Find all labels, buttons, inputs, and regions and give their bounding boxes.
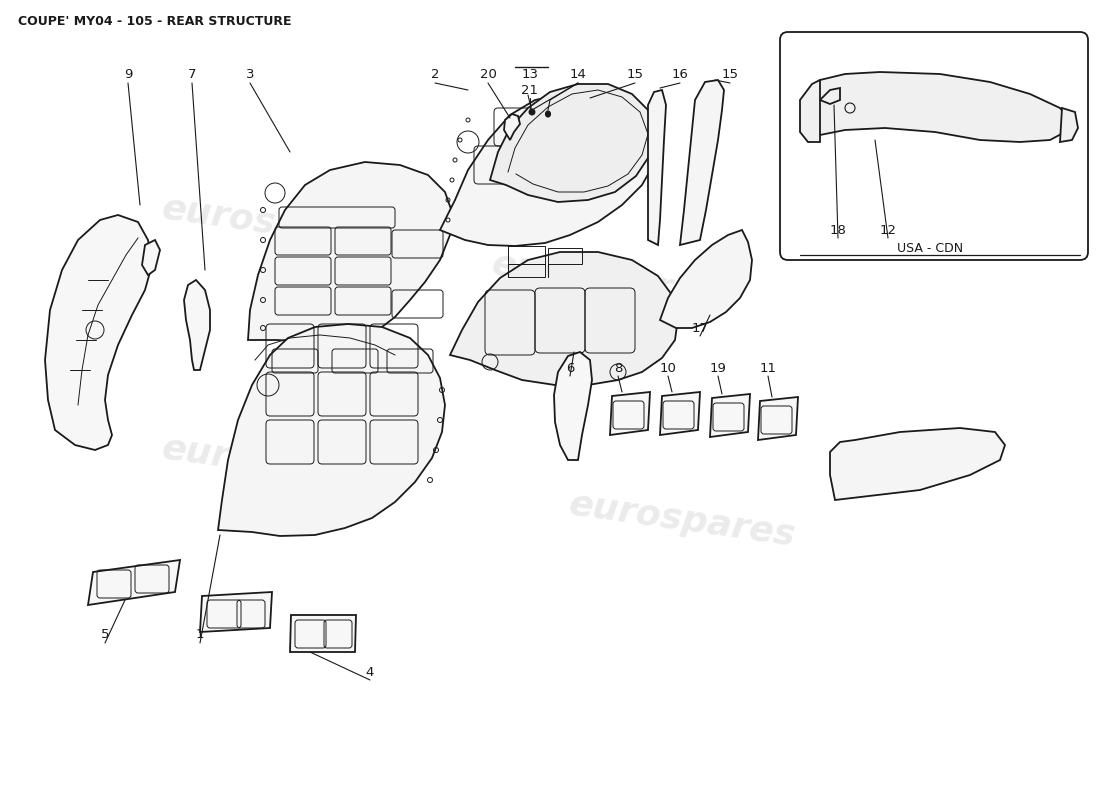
Polygon shape [648, 90, 666, 245]
Text: 19: 19 [710, 362, 726, 374]
Text: 21: 21 [521, 83, 539, 97]
Ellipse shape [529, 109, 535, 115]
Polygon shape [660, 392, 700, 435]
Polygon shape [440, 94, 658, 246]
Text: 12: 12 [880, 223, 896, 237]
Text: 16: 16 [672, 69, 689, 82]
Text: 15: 15 [722, 69, 738, 82]
Polygon shape [830, 428, 1005, 500]
Text: 6: 6 [565, 362, 574, 374]
Text: 9: 9 [124, 69, 132, 82]
Text: 4: 4 [366, 666, 374, 678]
Polygon shape [200, 592, 272, 632]
Polygon shape [758, 397, 798, 440]
Text: 2: 2 [431, 69, 439, 82]
Text: 7: 7 [188, 69, 196, 82]
Text: eurospares: eurospares [160, 431, 390, 497]
Text: 3: 3 [245, 69, 254, 82]
Polygon shape [660, 230, 752, 328]
Polygon shape [610, 392, 650, 435]
Polygon shape [142, 240, 160, 275]
Polygon shape [820, 88, 840, 104]
Polygon shape [1060, 108, 1078, 142]
Polygon shape [248, 162, 452, 342]
Polygon shape [218, 324, 446, 536]
Text: 10: 10 [660, 362, 676, 374]
Text: 11: 11 [759, 362, 777, 374]
Polygon shape [490, 84, 654, 202]
Polygon shape [710, 394, 750, 437]
Polygon shape [554, 352, 592, 460]
Text: 5: 5 [101, 629, 109, 642]
Text: 1: 1 [196, 629, 205, 642]
Text: eurospares: eurospares [490, 247, 720, 313]
Polygon shape [450, 252, 678, 385]
Polygon shape [45, 215, 152, 450]
Text: eurospares: eurospares [566, 487, 798, 553]
Text: 17: 17 [692, 322, 708, 334]
Polygon shape [800, 80, 820, 142]
Text: USA - CDN: USA - CDN [896, 242, 964, 255]
Polygon shape [290, 615, 356, 652]
Text: 14: 14 [570, 69, 586, 82]
Text: 18: 18 [829, 223, 846, 237]
Text: eurospares: eurospares [160, 191, 390, 257]
Text: 13: 13 [521, 69, 539, 82]
Polygon shape [504, 114, 520, 140]
Ellipse shape [546, 111, 550, 117]
Text: 20: 20 [480, 69, 496, 82]
Polygon shape [808, 72, 1070, 142]
Polygon shape [184, 280, 210, 370]
Polygon shape [680, 80, 724, 245]
Text: 15: 15 [627, 69, 644, 82]
Polygon shape [88, 560, 180, 605]
Text: 8: 8 [614, 362, 623, 374]
Text: COUPE' MY04 - 105 - REAR STRUCTURE: COUPE' MY04 - 105 - REAR STRUCTURE [18, 15, 292, 28]
